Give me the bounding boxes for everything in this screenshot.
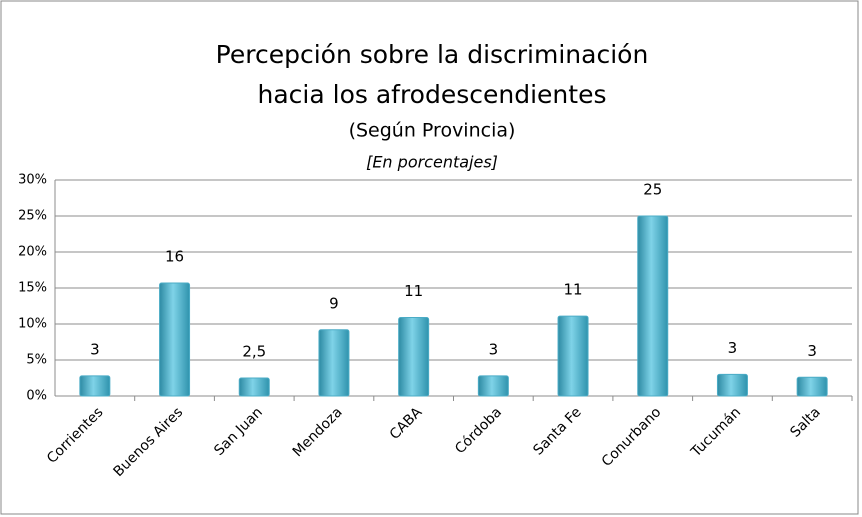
y-tick-label: 30%: [18, 173, 47, 188]
bar: [318, 329, 350, 397]
bar: [159, 282, 191, 397]
data-label: 16: [165, 247, 184, 265]
bar: [238, 377, 270, 397]
y-tick-label: 25%: [18, 209, 47, 224]
chart-note: [En porcentajes]: [366, 153, 498, 172]
bar: [637, 215, 669, 397]
bar: [557, 315, 589, 397]
chart-subtitle: (Según Provincia): [349, 120, 516, 142]
data-label: 9: [329, 294, 339, 312]
y-tick-label: 10%: [18, 317, 47, 332]
y-tick-label: 20%: [18, 245, 47, 260]
chart-title: hacia los afrodescendientes: [258, 80, 607, 109]
data-label: 2,5: [242, 343, 266, 361]
y-tick-label: 15%: [18, 281, 47, 296]
data-label: 3: [90, 340, 100, 358]
bar: [796, 376, 828, 397]
bar: [716, 373, 748, 397]
data-label: 11: [564, 281, 583, 299]
data-label: 3: [728, 339, 738, 357]
y-tick-label: 0%: [26, 389, 47, 404]
bar: [477, 375, 509, 397]
bar: [398, 317, 430, 397]
y-tick-label: 5%: [26, 353, 47, 368]
bar: [79, 375, 111, 397]
data-label: 25: [643, 181, 662, 199]
data-label: 3: [489, 340, 499, 358]
data-label: 11: [404, 282, 423, 300]
chart-title: Percepción sobre la discriminación: [216, 40, 649, 69]
data-label: 3: [807, 342, 817, 360]
